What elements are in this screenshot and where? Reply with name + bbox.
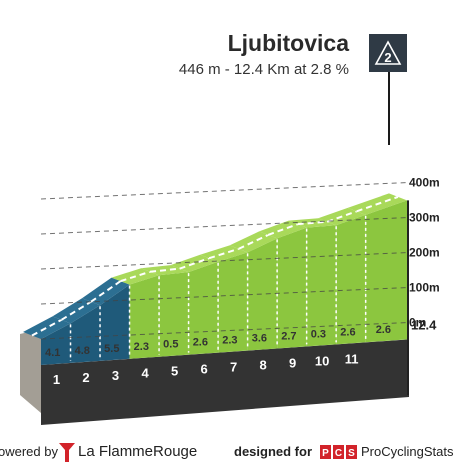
svg-text:P: P — [322, 448, 329, 459]
segment-front-12 — [365, 200, 407, 343]
km-strip — [41, 339, 409, 425]
segment-front-2 — [70, 305, 101, 363]
segment-top-3 — [82, 277, 130, 306]
svg-text:C: C — [335, 448, 342, 459]
gradient-label: 2.6 — [193, 337, 208, 349]
km-marker-label: 3 — [112, 368, 119, 383]
gradient-label: 2.7 — [281, 330, 296, 342]
segment-front-4 — [129, 275, 160, 359]
km-marker-label: 7 — [230, 360, 237, 375]
designed-for-text: designed for — [234, 444, 313, 459]
grid-layer — [40, 182, 408, 361]
elevation-gridline-300 — [40, 217, 408, 235]
labels-layer: 0m 100m 200m 300m 400m 4.1 4.8 5.5 2.3 0.5 2.6 2.3 3… — [45, 176, 440, 387]
segment-front-1 — [41, 323, 71, 365]
segment-centreline-5 — [149, 267, 180, 273]
segment-centreline-6 — [179, 257, 210, 270]
y-tick-label: 300m — [409, 211, 440, 225]
segment-front-11 — [336, 214, 366, 345]
gradient-label: 2.3 — [222, 335, 237, 347]
km-marker-label: 10 — [315, 353, 329, 368]
pcs-name[interactable]: ProCyclingStats — [361, 444, 454, 459]
elevation-gridline-400 — [40, 182, 408, 200]
pcs-logo-icon: P C S — [320, 445, 357, 459]
segments-layer — [23, 193, 407, 365]
side-wall — [20, 329, 41, 413]
km-marker-label: 2 — [82, 370, 89, 385]
km-marker-label: 6 — [200, 362, 207, 377]
brand-name[interactable]: La FlammeRouge — [78, 443, 198, 460]
elevation-gridline-0 — [40, 322, 408, 340]
y-tick-label: 100m — [409, 281, 440, 295]
segment-centreline-1 — [31, 318, 62, 337]
segment-front-3 — [100, 284, 130, 361]
flame-rouge-logo-icon — [59, 443, 75, 462]
gradient-label: 2.6 — [376, 324, 391, 336]
km-marker-label: 5 — [171, 364, 178, 379]
km-marker-label: 11 — [345, 351, 359, 366]
climb-subtitle: 446 m - 12.4 Km at 2.8 % — [178, 61, 349, 78]
segment-centreline-4 — [120, 270, 151, 283]
gradient-label: 2.3 — [134, 341, 149, 353]
footer: owered by La FlammeRouge designed for P … — [0, 441, 465, 465]
segment-centreline-2 — [60, 300, 92, 321]
powered-by-text: owered by — [0, 444, 58, 459]
km-marker-label: 1 — [53, 372, 60, 387]
segment-centreline-8 — [238, 234, 269, 250]
segment-centreline-7 — [208, 247, 239, 260]
segment-centreline-3 — [90, 280, 122, 303]
segment-front-5 — [159, 272, 189, 357]
elevation-gridline-100 — [40, 287, 408, 305]
km-marker-label: 4 — [141, 366, 149, 381]
gradient-label: 5.5 — [104, 343, 119, 355]
gradient-label: 2.6 — [340, 326, 355, 338]
y-tick-label: 200m — [409, 246, 440, 260]
base-layer — [20, 200, 409, 425]
segment-centreline-10 — [297, 220, 328, 226]
gradient-label: 0.5 — [163, 339, 178, 351]
elevation-gridline-200 — [40, 252, 408, 270]
segment-centreline-12 — [356, 195, 399, 213]
gradient-label: 0.3 — [311, 328, 326, 340]
y-tick-label: 400m — [409, 176, 440, 190]
gradient-label: 4.8 — [75, 345, 90, 357]
climb-title: Ljubitovica — [227, 30, 349, 56]
segment-front-6 — [188, 261, 219, 355]
segment-front-7 — [218, 252, 248, 353]
km-marker-label: 9 — [289, 355, 296, 370]
end-pillar — [407, 200, 409, 395]
gradient-label: 3.6 — [252, 333, 267, 345]
y-tick-label: 0m — [409, 316, 426, 330]
segment-front-8 — [247, 238, 278, 351]
km-marker-label: 8 — [260, 357, 267, 372]
segment-centreline-9 — [267, 223, 298, 236]
gradient-label: 4.1 — [45, 347, 60, 359]
end-distance-label: 12.4 — [411, 317, 437, 332]
svg-text:S: S — [348, 448, 355, 459]
segment-centreline-11 — [326, 210, 358, 223]
category-label: 2 — [384, 50, 391, 65]
mountain-icon — [374, 40, 402, 65]
category-badge: 2 — [369, 34, 407, 145]
